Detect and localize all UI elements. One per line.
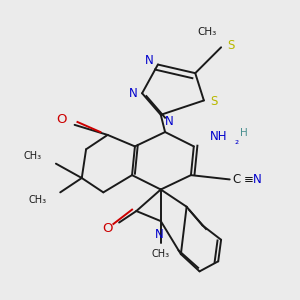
Text: O: O	[102, 222, 113, 235]
Text: ₂: ₂	[235, 136, 239, 146]
Text: CH₃: CH₃	[152, 249, 170, 259]
Text: CH₃: CH₃	[197, 26, 216, 37]
Text: C: C	[233, 173, 241, 186]
Text: N: N	[155, 227, 164, 241]
Text: O: O	[56, 112, 67, 126]
Text: NH: NH	[209, 130, 227, 143]
Text: N: N	[129, 87, 138, 100]
Text: S: S	[227, 39, 235, 52]
Text: N: N	[165, 116, 174, 128]
Text: CH₃: CH₃	[24, 152, 42, 161]
Text: N: N	[253, 173, 261, 186]
Text: S: S	[210, 95, 218, 108]
Text: N: N	[145, 54, 154, 67]
Text: ≡: ≡	[244, 173, 253, 186]
Text: CH₃: CH₃	[28, 195, 46, 205]
Text: H: H	[240, 128, 248, 139]
